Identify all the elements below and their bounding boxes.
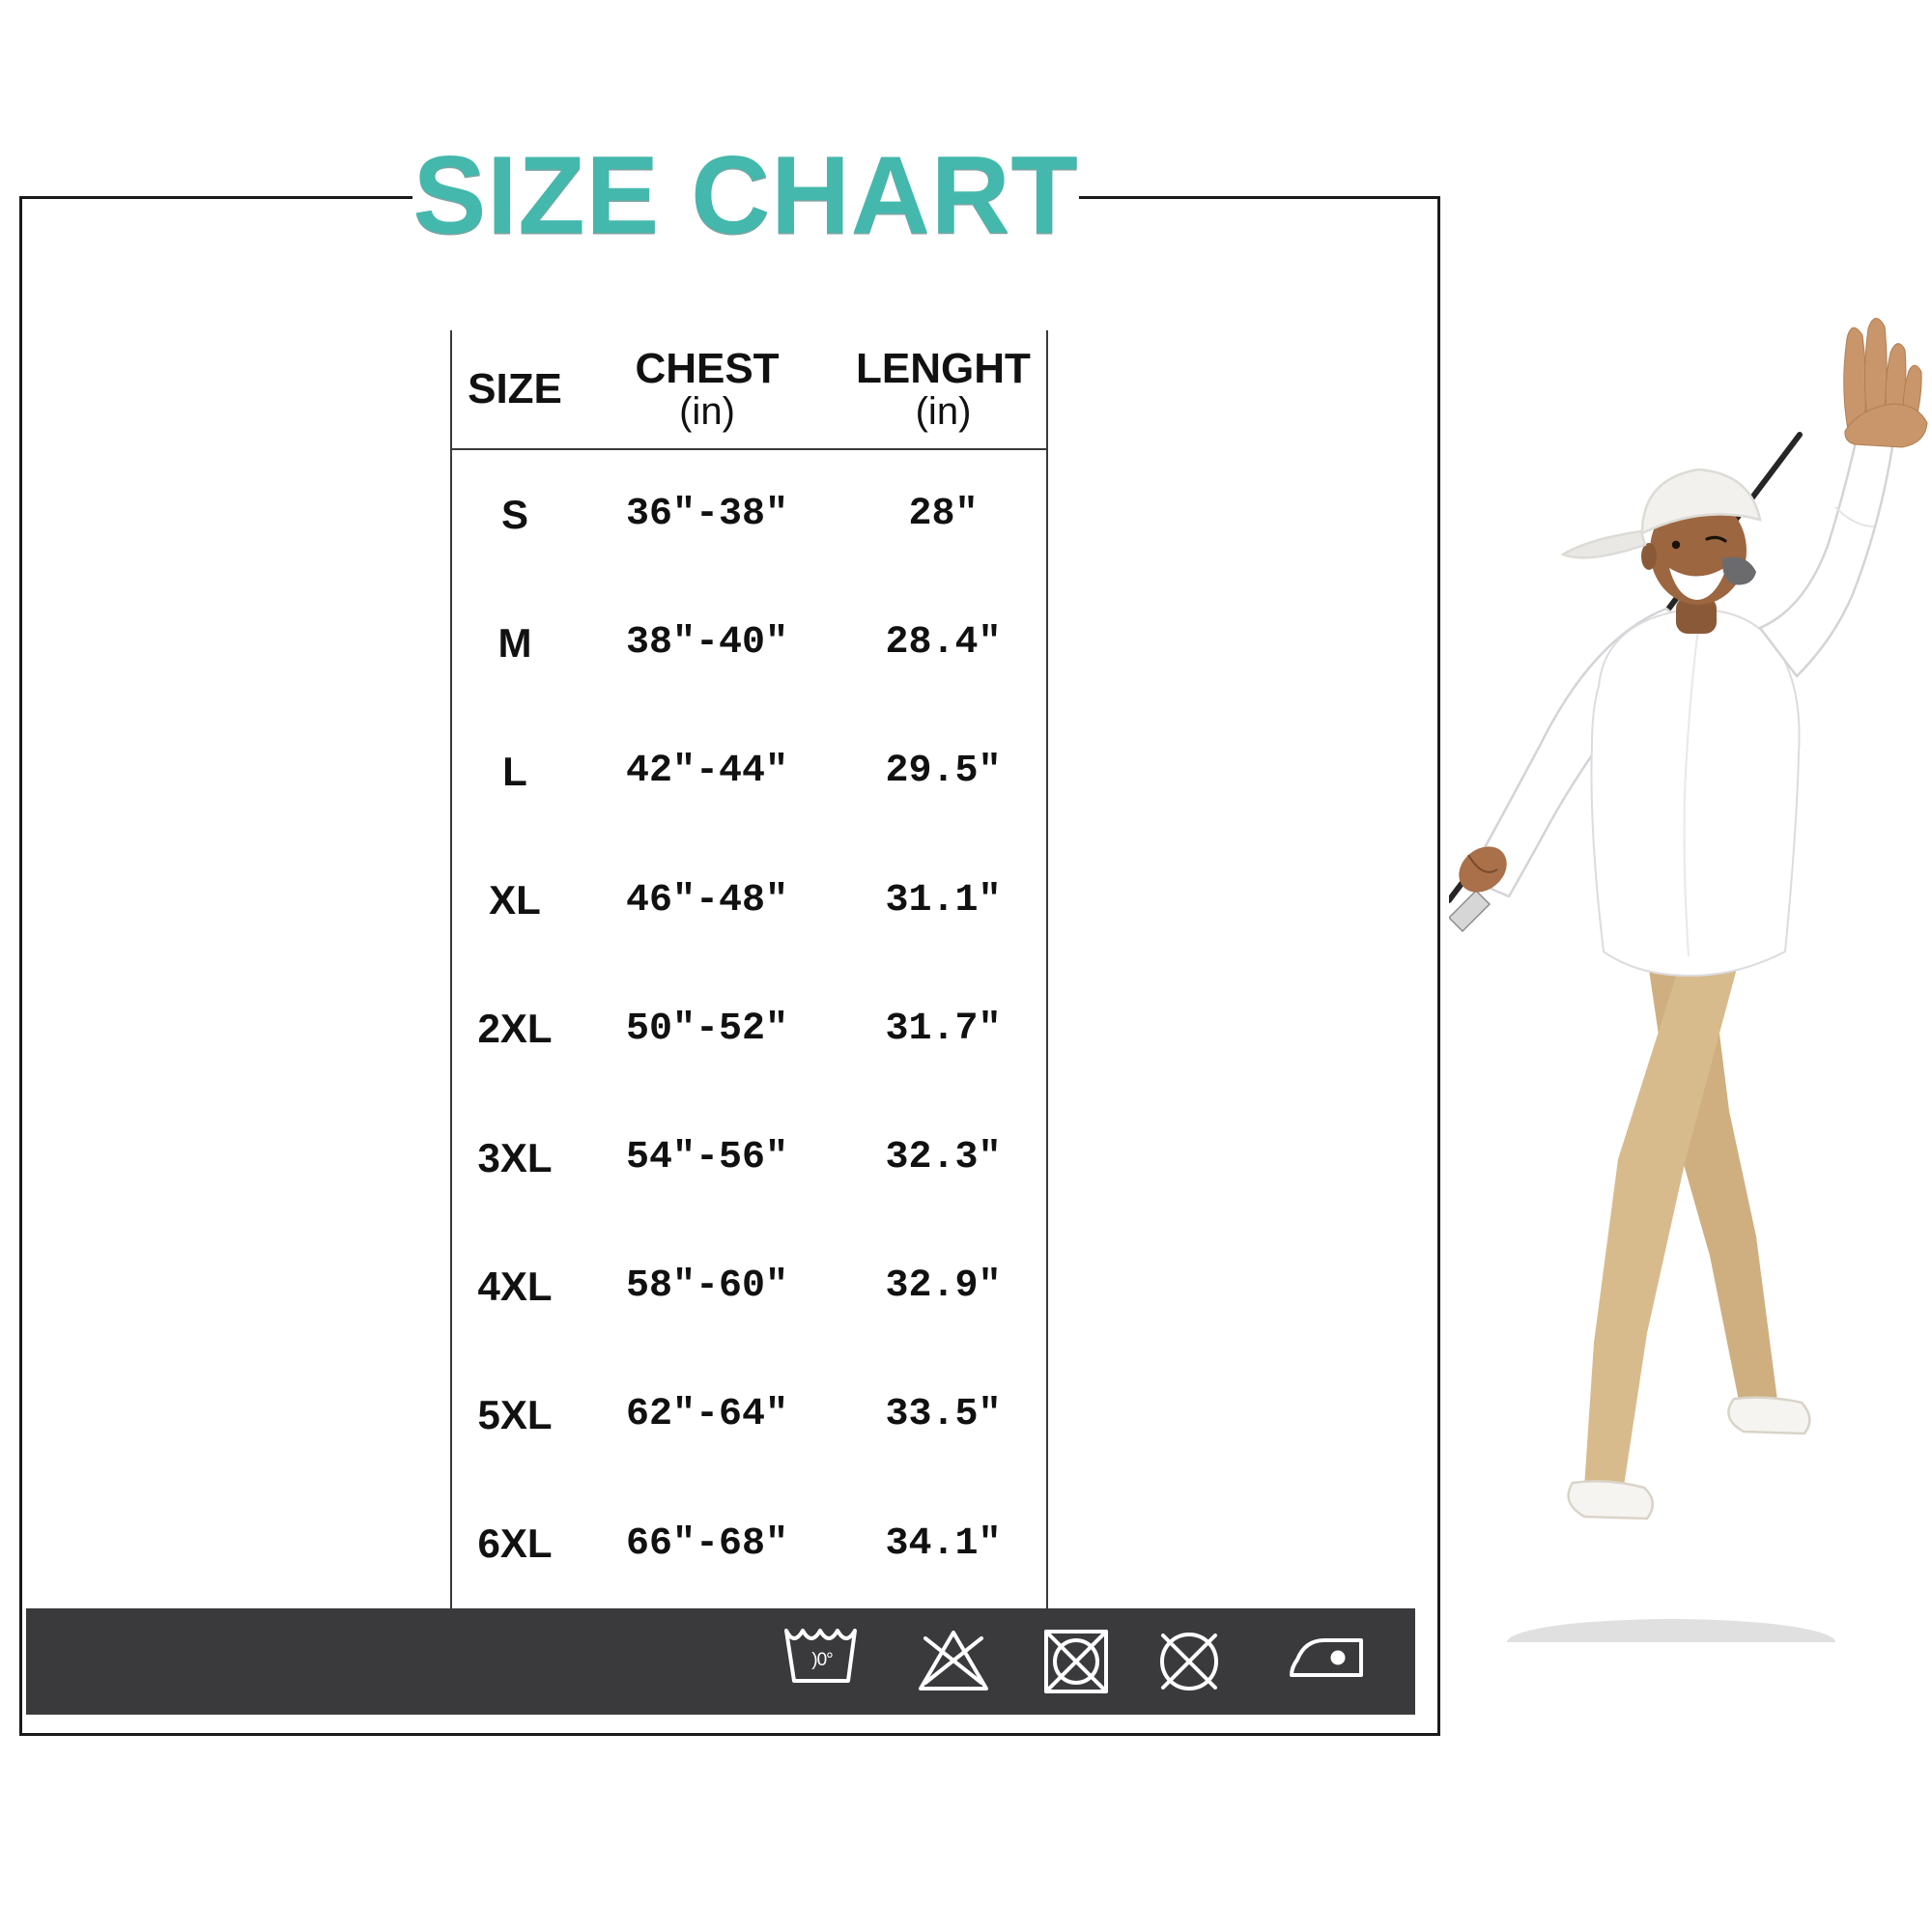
svg-text:)0°: )0° — [811, 1650, 833, 1670]
